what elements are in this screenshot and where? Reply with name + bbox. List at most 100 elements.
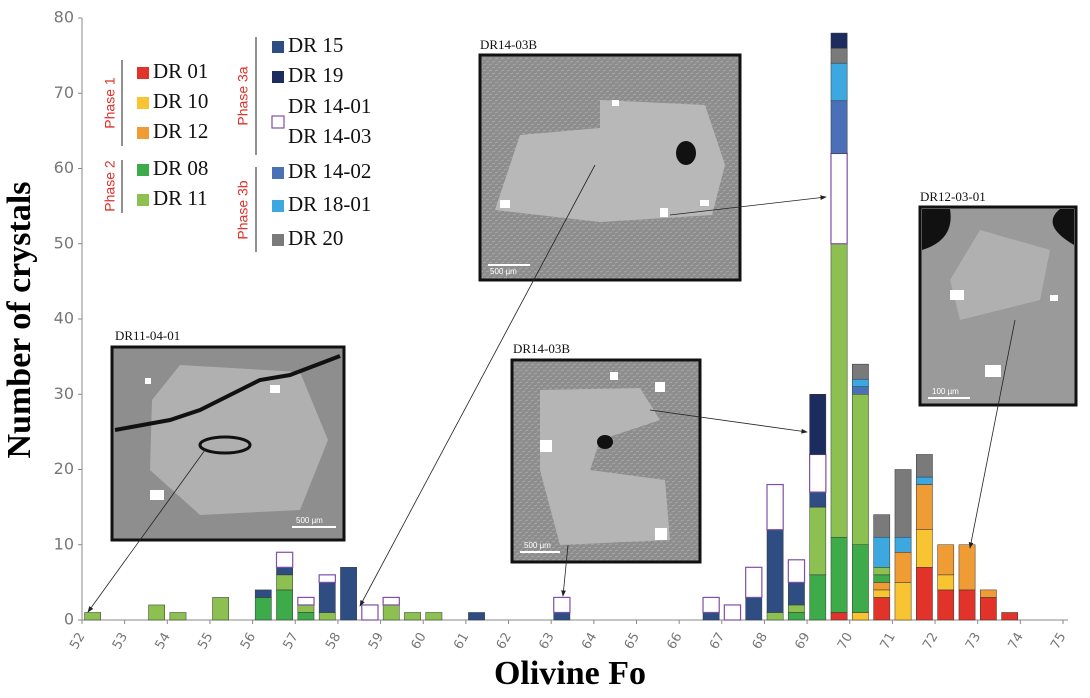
phase-label: Phase 3a	[235, 66, 251, 125]
arrow	[359, 164, 596, 607]
bar-segment	[937, 589, 955, 621]
bar-segment	[873, 574, 891, 583]
arrow	[561, 544, 569, 597]
x-tick-label: 53	[110, 630, 131, 652]
bar-segment	[980, 589, 997, 598]
bar-segment	[852, 378, 869, 387]
bar-segment	[468, 612, 485, 621]
bar-segment	[361, 604, 379, 621]
legend-swatch	[137, 194, 149, 206]
bar-segment	[980, 597, 997, 621]
legend-label: DR 20	[288, 226, 343, 250]
bar-segment	[382, 596, 400, 606]
legend-label: DR 14-03	[288, 124, 371, 148]
bar-segment	[745, 566, 763, 599]
arrow	[649, 409, 808, 434]
bar-segment	[958, 589, 976, 621]
phase-label: Phase 3b	[235, 180, 251, 239]
bar-segment	[148, 604, 165, 621]
x-tick-label: 63	[536, 630, 557, 652]
inset-label: DR14-03B	[513, 341, 570, 356]
x-tick-label: 68	[750, 630, 771, 652]
bar-segment	[766, 612, 784, 621]
bar-segment	[340, 567, 357, 621]
bar-segment	[404, 612, 421, 621]
x-tick-label: 71	[878, 630, 899, 652]
bar-segment	[830, 152, 848, 245]
bar-segment	[254, 597, 272, 621]
inset-label: DR14-03B	[480, 37, 537, 52]
bar-segment	[809, 394, 827, 455]
legend-swatch	[272, 234, 284, 246]
x-tick-label: 52	[67, 630, 88, 652]
x-tick-label: 59	[366, 630, 387, 652]
bar-segment	[830, 612, 848, 621]
x-tick-label: 60	[408, 630, 429, 652]
legend-label: DR 18-01	[288, 192, 371, 216]
bar-segment	[212, 597, 229, 621]
arrow	[87, 449, 206, 613]
bar-segment	[873, 589, 891, 598]
bar-segment	[958, 544, 976, 591]
bar-segment	[937, 544, 955, 576]
bar-segment	[894, 469, 912, 538]
bar-segment	[916, 484, 933, 530]
bar-segment	[873, 567, 891, 576]
x-tick-label: 69	[792, 630, 813, 652]
x-axis-title: Olivine Fo	[494, 655, 646, 692]
bar-segment	[275, 551, 294, 568]
bar-segment	[830, 536, 848, 613]
bar-segment	[553, 612, 571, 621]
arrow	[669, 195, 827, 216]
bar-segment	[830, 47, 848, 64]
y-tick-label: 70	[54, 83, 74, 102]
bar-segment	[553, 596, 571, 614]
legend-label: DR 14-02	[288, 159, 371, 183]
scale-label: 500 µm	[524, 541, 551, 550]
x-tick-label: 72	[920, 630, 941, 652]
bar-segment	[809, 491, 827, 508]
x-tick-label: 61	[451, 630, 472, 652]
scale-label: 500 µm	[490, 267, 517, 276]
bar-segment	[916, 476, 933, 485]
bar-segment	[745, 597, 763, 621]
bar-segment	[276, 567, 293, 576]
bar-segment	[830, 62, 848, 102]
bar-segment	[852, 386, 869, 395]
legend-label: DR 08	[153, 156, 208, 180]
legend-swatch	[137, 127, 149, 139]
bar-segment	[788, 582, 805, 606]
bar-segment	[916, 529, 933, 568]
x-tick-label: 55	[195, 630, 216, 652]
bar-segment	[84, 612, 102, 621]
bar-segment	[852, 363, 869, 380]
bar-segment	[873, 514, 891, 538]
x-tick-label: 56	[238, 630, 259, 652]
bar-segment	[894, 536, 912, 553]
bar-segment	[809, 574, 827, 621]
bar-segment	[382, 604, 400, 621]
bar-segment	[169, 612, 187, 621]
arrow	[968, 319, 1016, 549]
inset: DR14-03B 500 µm	[478, 37, 742, 282]
bar-segment	[1001, 612, 1019, 621]
bar-segment	[766, 529, 784, 613]
legend-swatch	[271, 115, 285, 129]
legend-label: DR 19	[288, 63, 343, 87]
x-tick-label: 70	[835, 630, 856, 652]
scale-label: 100 µm	[932, 387, 959, 396]
bar-segment	[254, 589, 272, 598]
x-tick-label: 64	[579, 630, 600, 652]
y-tick-label: 50	[54, 233, 74, 252]
x-tick-label: 74	[1006, 630, 1027, 652]
bar-segment	[723, 604, 742, 621]
legend-swatch	[137, 164, 149, 176]
bar-segment	[276, 574, 293, 591]
bar-segment	[894, 552, 912, 583]
bar-segment	[425, 612, 443, 621]
bar-segment	[916, 454, 933, 478]
bar-segment	[788, 604, 805, 613]
bar-segment	[937, 574, 955, 591]
legend-label: DR 14-01	[288, 94, 371, 118]
